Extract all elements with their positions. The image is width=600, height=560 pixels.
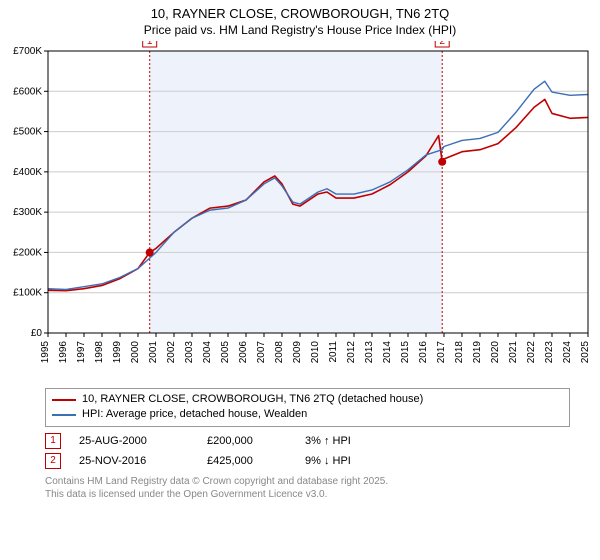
footer-line: Contains HM Land Registry data © Crown c… <box>45 475 570 488</box>
legend-label: HPI: Average price, detached house, Weal… <box>82 407 307 422</box>
event-badge: 1 <box>45 433 61 449</box>
event-date: 25-NOV-2016 <box>79 455 189 467</box>
svg-text:2002: 2002 <box>166 341 177 364</box>
chart-title: 10, RAYNER CLOSE, CROWBOROUGH, TN6 2TQ <box>0 0 600 21</box>
svg-text:1995: 1995 <box>40 341 51 364</box>
event-price: £200,000 <box>207 435 287 447</box>
event-row: 1 25-AUG-2000 £200,000 3% ↑ HPI <box>45 431 570 451</box>
legend-label: 10, RAYNER CLOSE, CROWBOROUGH, TN6 2TQ (… <box>82 392 423 407</box>
event-delta: 9% ↓ HPI <box>305 455 351 467</box>
svg-text:£400K: £400K <box>13 167 42 178</box>
legend: 10, RAYNER CLOSE, CROWBOROUGH, TN6 2TQ (… <box>45 388 570 427</box>
event-badge: 2 <box>45 453 61 469</box>
svg-text:2004: 2004 <box>202 341 213 364</box>
svg-text:2007: 2007 <box>256 341 267 364</box>
svg-text:2005: 2005 <box>220 341 231 364</box>
svg-text:2009: 2009 <box>292 341 303 364</box>
svg-text:1996: 1996 <box>58 341 69 364</box>
svg-text:2021: 2021 <box>508 341 519 364</box>
svg-text:£500K: £500K <box>13 127 42 138</box>
svg-text:2011: 2011 <box>328 341 339 363</box>
svg-text:2012: 2012 <box>346 341 357 364</box>
svg-text:2006: 2006 <box>238 341 249 364</box>
svg-text:2023: 2023 <box>544 341 555 364</box>
svg-text:2008: 2008 <box>274 341 285 364</box>
svg-text:2010: 2010 <box>310 341 321 364</box>
svg-text:2025: 2025 <box>580 341 591 364</box>
legend-item: HPI: Average price, detached house, Weal… <box>52 407 563 422</box>
svg-text:£700K: £700K <box>13 46 42 57</box>
svg-text:2013: 2013 <box>364 341 375 364</box>
chart-subtitle: Price paid vs. HM Land Registry's House … <box>0 21 600 41</box>
svg-text:1: 1 <box>147 41 153 47</box>
event-delta: 3% ↑ HPI <box>305 435 351 447</box>
legend-swatch <box>52 399 76 401</box>
svg-text:2016: 2016 <box>418 341 429 364</box>
svg-text:£100K: £100K <box>13 288 42 299</box>
svg-text:1998: 1998 <box>94 341 105 364</box>
svg-text:2020: 2020 <box>490 341 501 364</box>
event-date: 25-AUG-2000 <box>79 435 189 447</box>
events-list: 1 25-AUG-2000 £200,000 3% ↑ HPI 2 25-NOV-2016… <box>45 431 570 471</box>
svg-text:£600K: £600K <box>13 86 42 97</box>
svg-text:2: 2 <box>439 41 445 47</box>
price-chart: £0 £100K £200K £300K £400K £500K £600K £700K 199… <box>0 41 600 381</box>
svg-text:£0: £0 <box>31 328 43 339</box>
chart-area: £0 £100K £200K £300K £400K £500K £600K £700K 199… <box>0 41 600 386</box>
svg-text:2014: 2014 <box>382 341 393 364</box>
svg-text:2017: 2017 <box>436 341 447 364</box>
svg-text:2001: 2001 <box>148 341 159 364</box>
svg-text:2003: 2003 <box>184 341 195 364</box>
footer-line: This data is licensed under the Open Gov… <box>45 488 570 501</box>
footer-attribution: Contains HM Land Registry data © Crown c… <box>45 475 570 501</box>
event-price: £425,000 <box>207 455 287 467</box>
legend-item: 10, RAYNER CLOSE, CROWBOROUGH, TN6 2TQ (… <box>52 392 563 407</box>
svg-text:2000: 2000 <box>130 341 141 364</box>
svg-text:2015: 2015 <box>400 341 411 364</box>
svg-text:2019: 2019 <box>472 341 483 364</box>
svg-text:2022: 2022 <box>526 341 537 364</box>
svg-text:£200K: £200K <box>13 247 42 258</box>
svg-text:2024: 2024 <box>562 341 573 364</box>
event-row: 2 25-NOV-2016 £425,000 9% ↓ HPI <box>45 451 570 471</box>
svg-text:£300K: £300K <box>13 207 42 218</box>
svg-text:1999: 1999 <box>112 341 123 364</box>
svg-text:1997: 1997 <box>76 341 87 364</box>
svg-text:2018: 2018 <box>454 341 465 364</box>
legend-swatch <box>52 414 76 416</box>
